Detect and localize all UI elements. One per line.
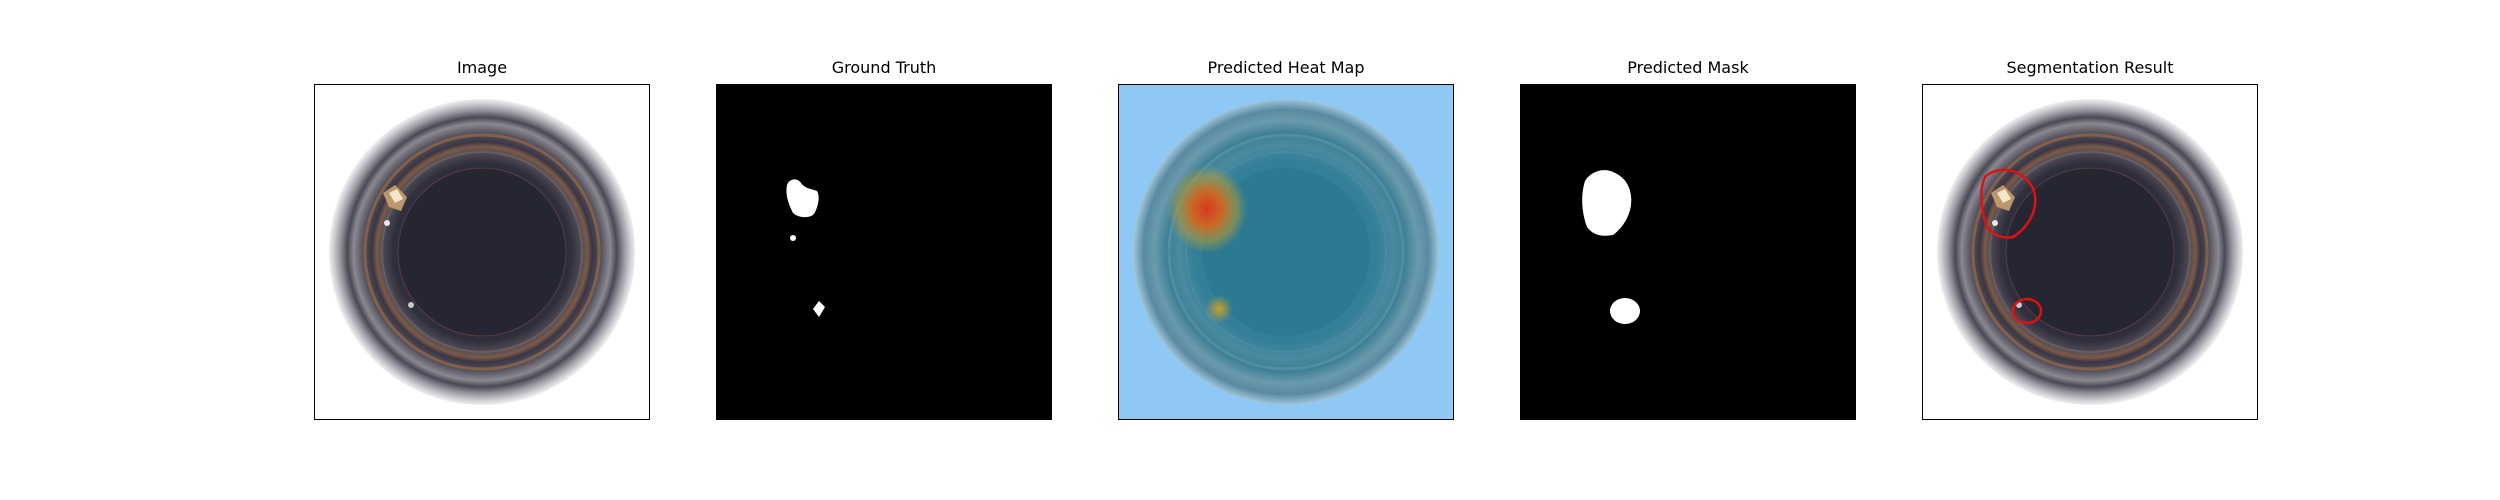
contour-small — [2011, 297, 2043, 325]
segmentation-result-frame — [1922, 84, 2258, 420]
panel-title-segmentation-result: Segmentation Result — [2006, 58, 2174, 77]
panel-title-predicted-mask: Predicted Mask — [1627, 58, 1749, 77]
segmentation-result-image — [1923, 85, 2257, 419]
bottle-image — [315, 85, 649, 419]
contour-large — [1980, 168, 2037, 239]
image-frame — [314, 84, 650, 420]
panel-title-image: Image — [456, 58, 508, 77]
ground-truth-mask — [717, 85, 1051, 419]
predicted-mask-image — [1521, 85, 1855, 419]
predicted-mask-frame — [1520, 84, 1856, 420]
panel-title-heat-map: Predicted Heat Map — [1207, 58, 1365, 77]
heat-map-image — [1119, 85, 1453, 419]
ground-truth-frame — [716, 84, 1052, 420]
panel-title-ground-truth: Ground Truth — [831, 58, 937, 77]
heat-map-frame — [1118, 84, 1454, 420]
